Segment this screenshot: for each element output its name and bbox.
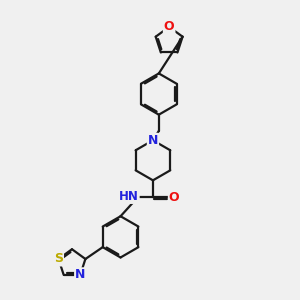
Text: HN: HN bbox=[119, 190, 139, 203]
Text: O: O bbox=[169, 191, 179, 204]
Text: S: S bbox=[54, 253, 63, 266]
Text: N: N bbox=[148, 134, 158, 147]
Text: O: O bbox=[164, 20, 175, 33]
Text: N: N bbox=[75, 268, 86, 281]
